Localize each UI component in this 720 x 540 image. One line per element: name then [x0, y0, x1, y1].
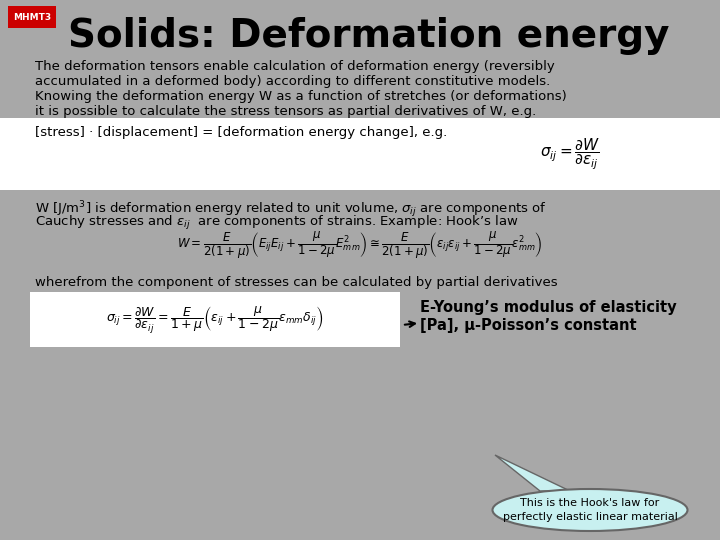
Text: it is possible to calculate the stress tensors as partial derivatives of W, e.g.: it is possible to calculate the stress t…: [35, 105, 536, 118]
Text: E-Young’s modulus of elasticity: E-Young’s modulus of elasticity: [420, 300, 677, 315]
Text: MHMT3: MHMT3: [13, 12, 51, 22]
Text: Cauchy stresses and $\varepsilon_{ij}$  are components of strains. Example: Hook: Cauchy stresses and $\varepsilon_{ij}$ a…: [35, 214, 519, 232]
Text: Knowing the deformation energy W as a function of stretches (or deformations): Knowing the deformation energy W as a fu…: [35, 90, 567, 103]
Text: $\sigma_{ij} = \dfrac{\partial W}{\partial \varepsilon_{ij}} = \dfrac{E}{1+\mu}\: $\sigma_{ij} = \dfrac{\partial W}{\parti…: [106, 304, 324, 335]
Text: $\sigma_{ij} = \dfrac{\partial W}{\partial \varepsilon_{ij}}$: $\sigma_{ij} = \dfrac{\partial W}{\parti…: [540, 136, 600, 172]
Text: accumulated in a deformed body) according to different constitutive models.: accumulated in a deformed body) accordin…: [35, 75, 550, 88]
Text: W [J/m$^3$] is deformation energy related to unit volume, $\sigma_{ij}$ are comp: W [J/m$^3$] is deformation energy relate…: [35, 199, 547, 220]
FancyBboxPatch shape: [30, 292, 400, 347]
Ellipse shape: [492, 489, 688, 531]
Text: The deformation tensors enable calculation of deformation energy (reversibly: The deformation tensors enable calculati…: [35, 60, 554, 73]
Text: Solids: Deformation energy: Solids: Deformation energy: [68, 17, 670, 55]
Polygon shape: [495, 455, 570, 491]
Text: This is the Hook's law for
perfectly elastic linear material: This is the Hook's law for perfectly ela…: [503, 498, 678, 522]
FancyBboxPatch shape: [8, 6, 56, 28]
FancyBboxPatch shape: [0, 118, 720, 190]
Text: wherefrom the component of stresses can be calculated by partial derivatives: wherefrom the component of stresses can …: [35, 276, 557, 289]
Text: [stress] · [displacement] = [deformation energy change], e.g.: [stress] · [displacement] = [deformation…: [35, 126, 447, 139]
Text: $W = \dfrac{E}{2(1+\mu)}\left(E_{ij}E_{ij} + \dfrac{\mu}{1-2\mu}E_{mm}^2\right) : $W = \dfrac{E}{2(1+\mu)}\left(E_{ij}E_{i…: [177, 231, 543, 261]
Text: [Pa], μ-Poisson’s constant: [Pa], μ-Poisson’s constant: [420, 318, 636, 333]
